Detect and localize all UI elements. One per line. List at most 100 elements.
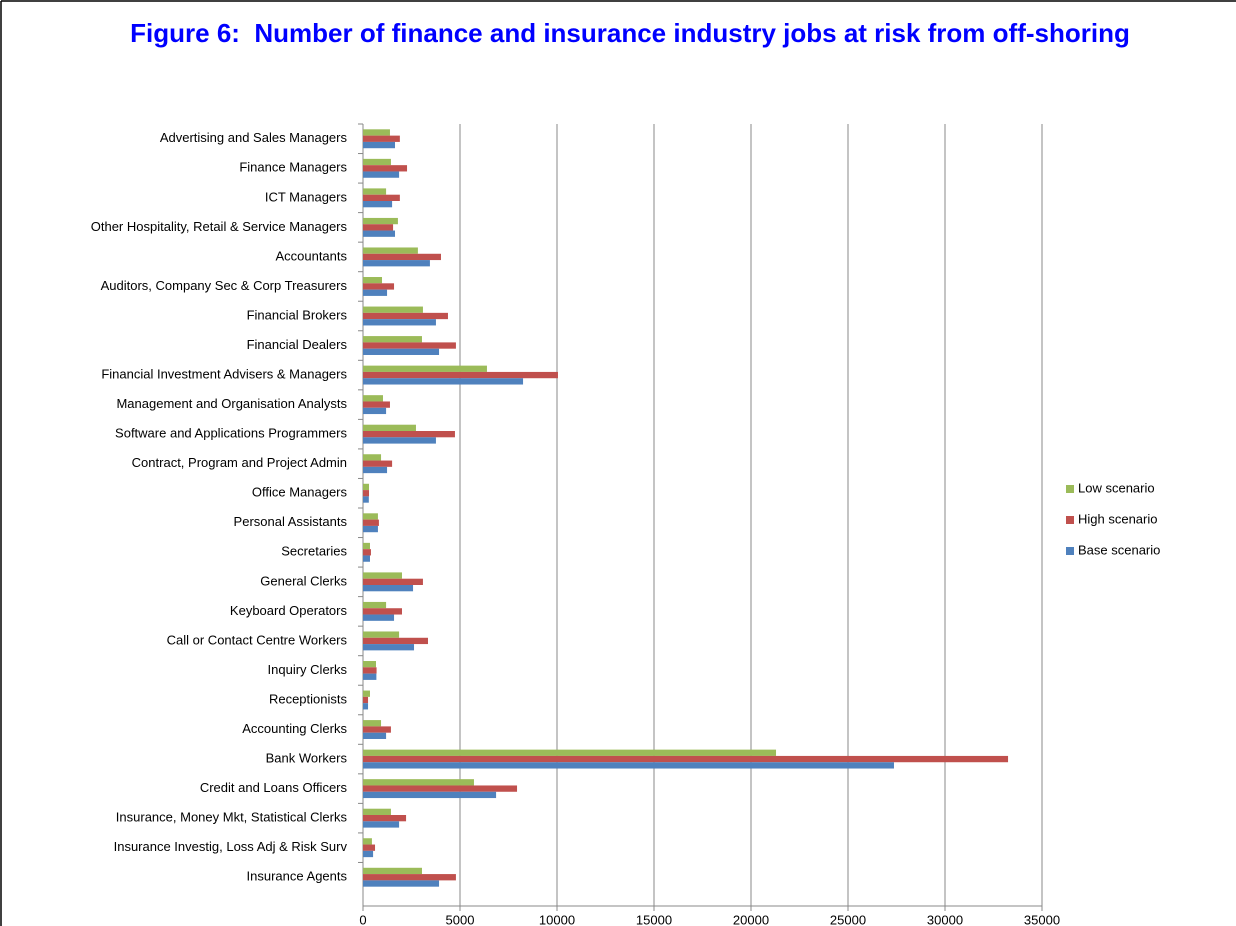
bar <box>363 584 414 592</box>
bar <box>363 224 394 231</box>
bar <box>363 129 390 136</box>
bar <box>363 850 374 858</box>
legend-swatch <box>1066 547 1074 555</box>
y-tick-label: Receptionists <box>269 691 348 706</box>
y-tick-label: Insurance Investig, Loss Adj & Risk Surv <box>114 839 348 854</box>
bar <box>363 542 370 550</box>
bar <box>363 720 382 727</box>
bar <box>363 644 415 651</box>
bar <box>363 260 430 267</box>
y-tick-label: Advertising and Sales Managers <box>160 130 348 145</box>
x-tick-label: 30000 <box>927 912 963 926</box>
bar <box>363 791 497 799</box>
bar <box>363 247 418 254</box>
y-tick-label: Management and Organisation Analysts <box>116 396 347 411</box>
bar <box>363 608 402 615</box>
bar <box>363 572 402 579</box>
bar <box>363 483 370 491</box>
y-tick-label: Financial Investment Advisers & Managers <box>101 367 347 382</box>
y-tick-label: General Clerks <box>260 573 347 588</box>
bar <box>363 696 369 704</box>
y-tick-label: Bank Workers <box>266 751 348 766</box>
bar <box>363 749 777 756</box>
y-tick-label: Credit and Loans Officers <box>200 780 348 795</box>
chart-title: Figure 6: Number of finance and insuranc… <box>130 18 1130 48</box>
bar <box>363 815 407 822</box>
bar <box>363 867 422 875</box>
bar <box>363 200 393 208</box>
y-tick-label: Financial Dealers <box>247 337 348 352</box>
bar <box>363 496 369 503</box>
y-tick-label: Contract, Program and Project Admin <box>132 455 347 470</box>
bar <box>363 407 387 415</box>
legend-label: Low scenario <box>1078 480 1155 495</box>
bar <box>363 513 378 520</box>
bar <box>363 821 400 828</box>
bar <box>363 466 388 474</box>
bar <box>363 171 400 178</box>
y-tick-label: Insurance Agents <box>247 869 348 884</box>
x-tick-label: 15000 <box>636 912 672 926</box>
y-tick-label: Keyboard Operators <box>230 603 348 618</box>
x-tick-label: 5000 <box>446 912 475 926</box>
bar <box>363 785 518 792</box>
bar <box>363 319 436 326</box>
bar <box>363 762 894 769</box>
bar <box>363 673 377 680</box>
bar <box>363 637 428 645</box>
x-tick-label: 0 <box>359 912 366 926</box>
bar <box>363 277 383 284</box>
y-tick-label: Auditors, Company Sec & Corp Treasurers <box>101 278 348 293</box>
bar <box>363 838 372 845</box>
bar <box>363 578 423 585</box>
legend-label: Base scenario <box>1078 542 1160 557</box>
y-tick-label: Software and Applications Programmers <box>115 426 347 441</box>
y-tick-label: Office Managers <box>252 485 348 500</box>
bar <box>363 194 400 201</box>
bar <box>363 342 456 349</box>
bar <box>363 253 441 261</box>
bar <box>363 460 393 467</box>
bar <box>363 230 396 237</box>
bar <box>363 726 391 733</box>
bar <box>363 874 456 881</box>
y-tick-label: Personal Assistants <box>234 514 348 529</box>
bar <box>363 549 371 556</box>
bar <box>363 525 378 533</box>
bar <box>363 601 387 609</box>
x-tick-label: 20000 <box>733 912 769 926</box>
bar <box>363 614 395 621</box>
x-tick-label: 35000 <box>1024 912 1060 926</box>
legend-swatch <box>1066 485 1074 493</box>
y-tick-label: Accounting Clerks <box>242 721 347 736</box>
bar <box>363 808 391 816</box>
bar <box>363 431 455 438</box>
y-tick-label: Finance Managers <box>239 160 347 175</box>
bar <box>363 165 408 172</box>
x-tick-label: 10000 <box>539 912 575 926</box>
y-tick-label: Inquiry Clerks <box>268 662 348 677</box>
bar <box>363 283 395 290</box>
bar <box>363 779 474 786</box>
bar <box>363 490 370 497</box>
bar <box>363 755 1009 763</box>
bar <box>363 336 422 343</box>
bar <box>363 401 390 408</box>
bar <box>363 371 558 379</box>
bar <box>363 844 376 851</box>
y-tick-label: Accountants <box>275 248 347 263</box>
bar <box>363 703 369 710</box>
bar <box>363 289 388 296</box>
bar <box>363 454 382 461</box>
bar <box>363 661 376 668</box>
y-tick-label: Secretaries <box>281 544 347 559</box>
y-tick-label: Other Hospitality, Retail & Service Mana… <box>91 219 348 234</box>
bar <box>363 306 423 313</box>
bar <box>363 348 440 355</box>
bar <box>363 880 440 887</box>
bar <box>363 732 387 739</box>
bar <box>363 437 436 444</box>
bar <box>363 378 524 385</box>
